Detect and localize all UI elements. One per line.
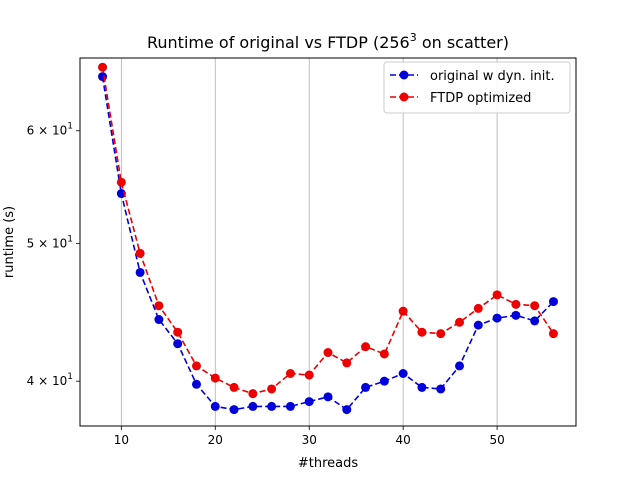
data-point-ftdp	[135, 248, 145, 258]
data-point-original	[436, 384, 446, 394]
data-point-original	[229, 405, 239, 415]
legend-label-ftdp: FTDP optimized	[430, 91, 531, 106]
data-point-ftdp	[267, 384, 277, 394]
data-point-ftdp	[379, 349, 389, 359]
series-line-original	[101, 76, 555, 411]
x-tick-label: 40	[396, 433, 411, 447]
data-point-original	[98, 72, 108, 82]
data-point-original	[511, 310, 521, 320]
data-point-original	[548, 297, 558, 307]
data-point-original	[248, 401, 258, 411]
data-point-original	[492, 313, 502, 323]
data-point-original	[285, 401, 295, 411]
data-point-original	[135, 267, 145, 277]
series-lines	[98, 62, 558, 415]
data-point-original	[173, 339, 183, 349]
legend-marker-original	[399, 70, 409, 80]
x-axis-label: #threads	[298, 456, 359, 471]
data-point-ftdp	[210, 373, 220, 383]
data-point-original	[417, 382, 427, 392]
data-point-ftdp	[473, 303, 483, 313]
data-point-ftdp	[511, 299, 521, 309]
legend-label-original: original w dyn. init.	[430, 69, 555, 84]
data-point-ftdp	[285, 369, 295, 379]
legend-marker-ftdp	[399, 92, 409, 102]
data-point-ftdp	[191, 361, 201, 371]
data-point-original	[323, 392, 333, 402]
x-tick-label: 50	[489, 433, 504, 447]
data-point-original	[361, 382, 371, 392]
data-point-ftdp	[323, 348, 333, 358]
plot-frame	[79, 57, 577, 427]
data-point-ftdp	[116, 177, 126, 187]
data-point-original	[342, 405, 352, 415]
x-axis: 10 20 30 40 50	[114, 426, 505, 447]
x-tick-label: 30	[302, 433, 317, 447]
y-tick-label: 5 × 101	[27, 234, 73, 250]
data-point-ftdp	[173, 327, 183, 337]
data-point-original	[210, 401, 220, 411]
grid-lines	[120, 58, 498, 426]
data-point-ftdp	[154, 301, 164, 311]
data-point-ftdp	[436, 329, 446, 339]
data-point-original	[304, 397, 314, 407]
y-axis: 4 × 101 5 × 101 6 × 101	[27, 122, 80, 388]
series-line-ftdp	[101, 67, 555, 395]
data-point-ftdp	[98, 62, 108, 72]
legend: original w dyn. init. FTDP optimized	[383, 61, 571, 114]
data-point-ftdp	[304, 370, 314, 380]
data-point-ftdp	[492, 290, 502, 300]
data-point-ftdp	[248, 389, 258, 399]
data-point-ftdp	[455, 317, 465, 327]
x-tick-label: 10	[114, 433, 129, 447]
x-tick-label: 20	[208, 433, 223, 447]
data-point-original	[398, 369, 408, 379]
data-point-original	[473, 320, 483, 330]
y-axis-label: runtime (s)	[2, 206, 17, 278]
data-point-original	[191, 379, 201, 389]
y-tick-label: 4 × 101	[27, 372, 73, 388]
chart-title: Runtime of original vs FTDP (2563 on sca…	[147, 31, 509, 52]
data-point-original	[530, 316, 540, 326]
data-point-original	[154, 315, 164, 325]
data-point-original	[116, 189, 126, 199]
data-point-original	[455, 361, 465, 371]
data-point-ftdp	[417, 327, 427, 337]
data-point-ftdp	[361, 342, 371, 352]
data-point-ftdp	[548, 329, 558, 339]
legend-box	[383, 61, 571, 114]
data-point-ftdp	[342, 358, 352, 368]
data-point-ftdp	[229, 382, 239, 392]
data-point-ftdp	[530, 301, 540, 311]
data-point-original	[267, 401, 277, 411]
data-point-ftdp	[398, 306, 408, 316]
data-point-original	[379, 376, 389, 386]
y-tick-label: 6 × 101	[27, 122, 73, 138]
